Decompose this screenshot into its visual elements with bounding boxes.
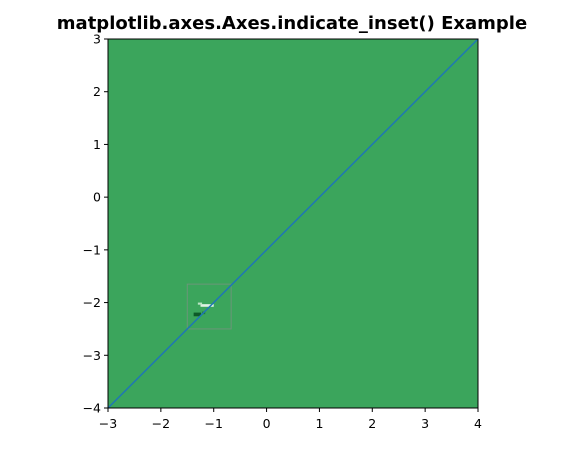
x-tick-label: 3 — [421, 416, 429, 431]
y-tick-label: 2 — [93, 84, 101, 99]
x-tick-label: 4 — [474, 416, 482, 431]
x-tick-label: −1 — [204, 416, 222, 431]
y-tick-label: 1 — [93, 137, 101, 152]
y-tick-label: −1 — [83, 242, 101, 257]
chart-title: matplotlib.axes.Axes.indicate_inset() Ex… — [57, 13, 527, 34]
y-tick-label: 0 — [93, 190, 101, 205]
x-tick-label: 2 — [368, 416, 376, 431]
x-tick-label: 0 — [263, 416, 271, 431]
y-tick-label: −4 — [83, 401, 101, 416]
series-line-0 — [107, 38, 479, 409]
image-feature-2 — [193, 312, 202, 317]
inset-indicator-box — [186, 283, 232, 330]
x-tick-label: −3 — [99, 416, 117, 431]
x-tick-label: 1 — [315, 416, 323, 431]
y-tick-label: −2 — [83, 295, 101, 310]
x-tick-label: −2 — [152, 416, 170, 431]
image-feature-0 — [200, 304, 214, 307]
axes-frame — [107, 38, 479, 409]
image-feature-1 — [197, 302, 203, 305]
y-tick-label: −3 — [83, 348, 101, 363]
y-tick-label: 3 — [93, 32, 101, 47]
